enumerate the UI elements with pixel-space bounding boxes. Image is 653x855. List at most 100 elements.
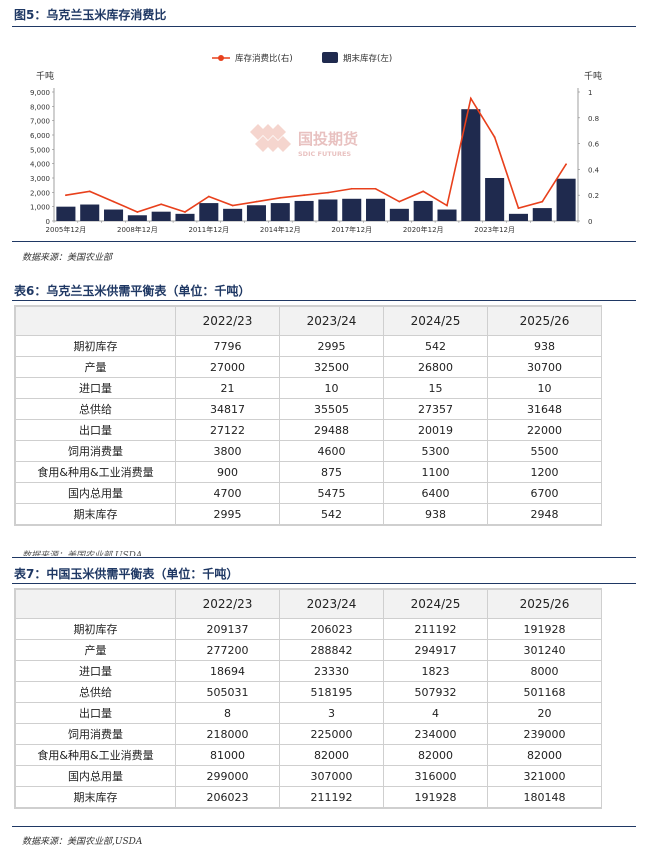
table6-header-year: 2024/25: [383, 306, 488, 336]
line-point: [350, 187, 353, 190]
row-label: 产量: [15, 356, 176, 378]
table-row: 国内总用量 299000 307000 316000 321000: [15, 765, 602, 787]
table-row: 出口量 8 3 4 20: [15, 702, 602, 724]
watermark-diamond-icon: [250, 124, 266, 140]
right-tick-label: 0.2: [588, 192, 599, 200]
left-tick-label: 8,000: [30, 103, 50, 111]
bar: [294, 200, 314, 221]
table-cell: 875: [279, 461, 384, 483]
watermark-name: 国投期货: [298, 130, 358, 148]
left-tick-label: 2,000: [30, 189, 50, 197]
table-cell: 21: [175, 377, 280, 399]
row-label: 总供给: [15, 398, 176, 420]
row-label: 总供给: [15, 681, 176, 703]
left-tick-label: 0: [46, 218, 50, 226]
table-cell: 2995: [175, 503, 280, 525]
line-point: [565, 163, 567, 166]
right-tick-label: 0.6: [588, 141, 600, 149]
table-cell: 191928: [383, 786, 488, 808]
table-cell: 209137: [175, 618, 280, 640]
table-row: 产量 27000 32500 26800 30700: [15, 356, 602, 378]
table7-header-year: 2023/24: [279, 589, 384, 619]
table7-header-year: 2022/23: [175, 589, 280, 619]
line-point: [327, 191, 329, 194]
row-label: 进口量: [15, 377, 176, 399]
legend-bar-swatch: [322, 52, 338, 63]
table-cell: 27357: [383, 398, 488, 420]
bar: [389, 208, 409, 221]
row-label: 期初库存: [15, 335, 176, 357]
row-label: 饲用消费量: [15, 440, 176, 462]
table-cell: 938: [487, 335, 602, 357]
table-row: 总供给 505031 518195 507932 501168: [15, 681, 602, 703]
table-row: 产量 277200 288842 294917 301240: [15, 639, 602, 661]
line-point: [303, 194, 305, 197]
table6-header-year: 2022/23: [175, 306, 280, 336]
left-tick-label: 7,000: [30, 118, 50, 126]
table-cell: 299000: [175, 765, 280, 787]
right-axis-unit: 千吨: [584, 70, 602, 82]
row-label: 食用&种用&工业消费量: [15, 461, 176, 483]
table7-header-blank: [15, 589, 176, 619]
table6-header-year: 2023/24: [279, 306, 384, 336]
right-tick-label: 0.8: [588, 115, 599, 123]
row-label: 期末库存: [15, 786, 176, 808]
table6-title-rule: [12, 300, 636, 301]
table-cell: 82000: [279, 744, 384, 766]
table-cell: 6400: [383, 482, 488, 504]
table-cell: 218000: [175, 723, 280, 745]
table6-header-year: 2025/26: [487, 306, 602, 336]
table7-header-row: 2022/23 2023/24 2024/25 2025/26: [15, 589, 602, 619]
left-tick-label: 4,000: [30, 161, 50, 169]
table-cell: 5475: [279, 482, 384, 504]
table-cell: 35505: [279, 398, 384, 420]
right-tick-label: 0.4: [588, 166, 600, 174]
table-cell: 34817: [175, 398, 280, 420]
table-cell: 6700: [487, 482, 602, 504]
table-cell: 211192: [279, 786, 384, 808]
table-cell: 239000: [487, 723, 602, 745]
line-point: [160, 203, 163, 206]
table-cell: 301240: [487, 639, 602, 661]
table-cell: 4700: [175, 482, 280, 504]
bar-series: [56, 109, 576, 221]
row-label: 国内总用量: [15, 482, 176, 504]
figure5-title-rule: [12, 26, 636, 27]
table-cell: 288842: [279, 639, 384, 661]
table-cell: 27000: [175, 356, 280, 378]
figure5-title: 图5：乌克兰玉米库存消费比: [14, 8, 167, 22]
table7: 2022/23 2023/24 2024/25 2025/26 期初库存 209137 2…: [14, 588, 602, 809]
left-tick-label: 9,000: [30, 89, 50, 97]
table-row: 期初库存 7796 2995 542 938: [15, 335, 602, 357]
bar: [80, 204, 100, 221]
row-label: 出口量: [15, 702, 176, 724]
line-point: [469, 97, 472, 100]
x-tick-label: 2005年12月: [46, 225, 87, 234]
bar: [246, 205, 266, 221]
bar: [151, 211, 171, 221]
table6-title: 表6：乌克兰玉米供需平衡表（单位：千吨）: [14, 284, 251, 298]
row-label: 出口量: [15, 419, 176, 441]
row-label: 产量: [15, 639, 176, 661]
line-point: [446, 204, 448, 207]
table-cell: 81000: [175, 744, 280, 766]
table7-header-year: 2025/26: [487, 589, 602, 619]
bar: [437, 209, 457, 221]
x-tick-label: 2020年12月: [403, 225, 444, 234]
bar: [223, 208, 243, 221]
table-cell: 542: [383, 335, 488, 357]
table-row: 饲用消费量 218000 225000 234000 239000: [15, 723, 602, 745]
table-cell: 23330: [279, 660, 384, 682]
line-path: [65, 96, 567, 213]
table-cell: 938: [383, 503, 488, 525]
table7-source: 数据来源：美国农业部,USDA: [22, 837, 143, 847]
table-cell: 2995: [279, 335, 384, 357]
table7-header-year: 2024/25: [383, 589, 488, 619]
line-point: [112, 200, 115, 203]
table-cell: 5300: [383, 440, 488, 462]
table-cell: 211192: [383, 618, 488, 640]
table-cell: 10: [487, 377, 602, 399]
bar: [556, 178, 576, 221]
left-tick-label: 3,000: [30, 175, 50, 183]
bar: [104, 209, 124, 221]
